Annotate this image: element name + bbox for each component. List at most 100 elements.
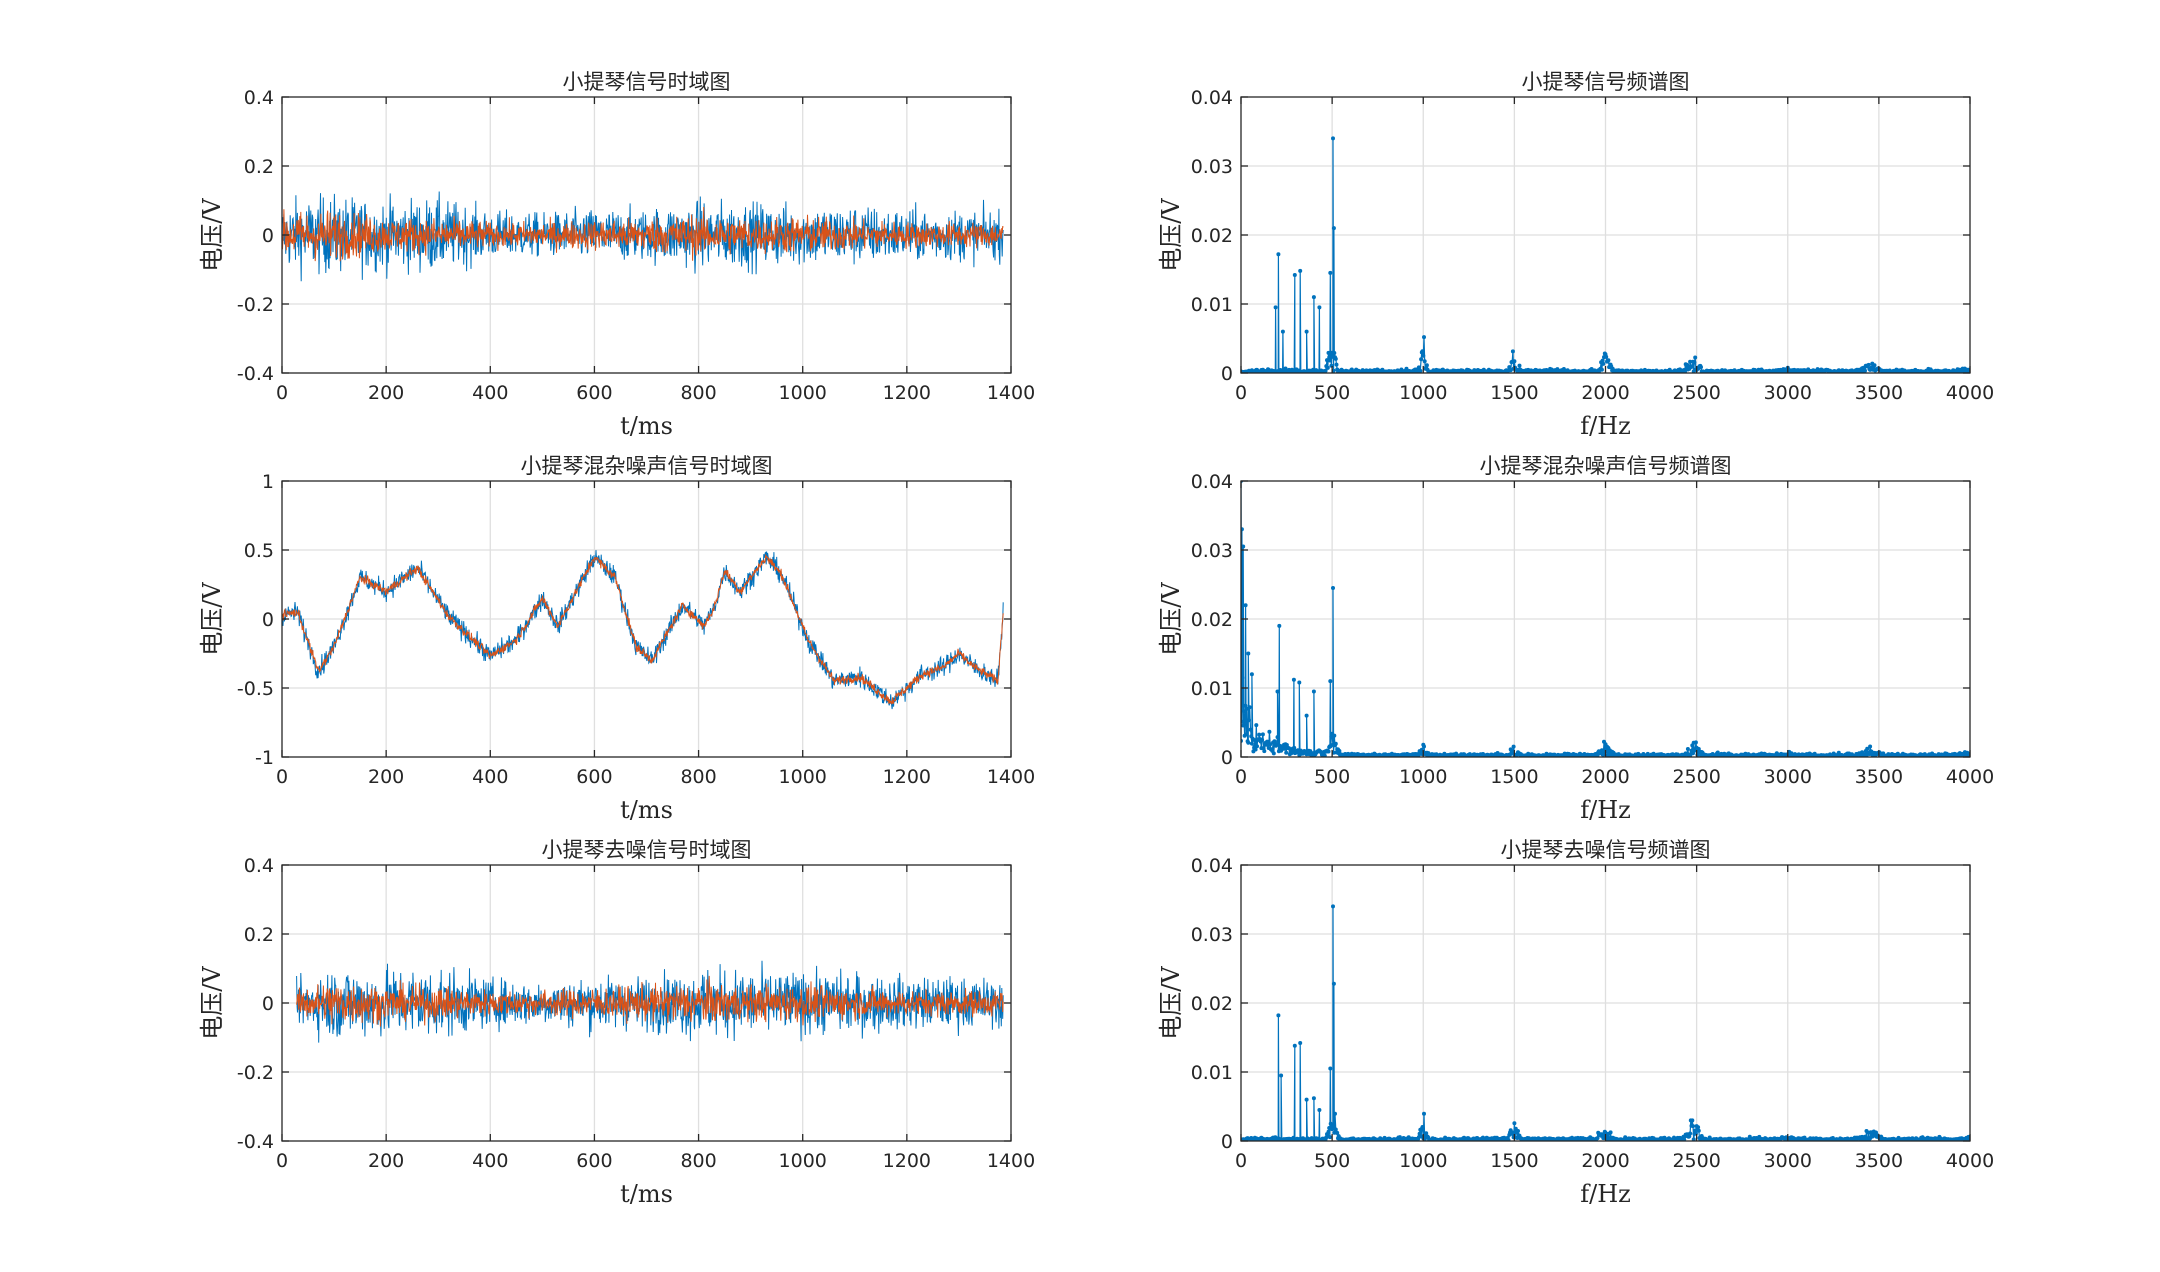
spectrum-point xyxy=(1595,1136,1600,1141)
spectrum-point xyxy=(1335,1130,1340,1135)
spectrum-point xyxy=(1323,368,1328,373)
x-tick-label: 1200 xyxy=(883,766,931,788)
y-tick-label: 0.2 xyxy=(244,924,274,946)
spectrum-point xyxy=(1317,1108,1322,1112)
x-tick-label: 800 xyxy=(680,1150,716,1172)
y-tick-label: 0.4 xyxy=(244,87,274,109)
chart-title: 小提琴信号频谱图 xyxy=(1522,70,1690,94)
spectrum-point xyxy=(1291,677,1296,682)
spectrum-point xyxy=(1246,740,1251,745)
spectrum-point xyxy=(1333,356,1338,361)
y-axis-label: 电压/V xyxy=(1157,966,1185,1040)
y-tick-label: 0.2 xyxy=(244,156,274,178)
y-tick-label: 0.01 xyxy=(1191,1062,1233,1084)
x-tick-label: 1000 xyxy=(1399,1150,1447,1172)
spectrum-point xyxy=(1860,750,1865,755)
series-line-1 xyxy=(282,191,1004,282)
spectrum-point xyxy=(1599,367,1604,372)
spectrum-point xyxy=(1334,362,1339,367)
spectrum-point xyxy=(1328,270,1333,275)
spectrum-point xyxy=(1331,226,1336,231)
x-axis-label: t/ms xyxy=(620,796,673,824)
spectrum-point xyxy=(1271,751,1276,756)
spectrum-point xyxy=(1608,1130,1613,1135)
chart-title: 小提琴混杂噪声信号频谱图 xyxy=(1480,454,1732,478)
y-axis-label: 电压/V xyxy=(1157,198,1185,272)
spectrum-point xyxy=(1691,1137,1696,1141)
x-tick-label: 0 xyxy=(276,1150,288,1172)
spectrum-point xyxy=(1255,744,1259,749)
chart-p1: 0 200 400 600 800 1000 1200 1400 -0.4 -0.2 0 0.2 0.4… xyxy=(198,70,1035,440)
y-tick-label: 0.02 xyxy=(1191,225,1233,247)
x-tick-label: 200 xyxy=(368,382,404,404)
spectrum-point xyxy=(1416,365,1421,370)
x-tick-label: 400 xyxy=(472,766,508,788)
spectrum-point xyxy=(1872,363,1877,368)
spectrum-point xyxy=(1311,295,1316,300)
x-tick-label: 400 xyxy=(472,1150,508,1172)
chart-title: 小提琴混杂噪声信号时域图 xyxy=(521,454,773,478)
y-tick-label: -1 xyxy=(255,747,274,769)
spectrum-point xyxy=(1273,305,1278,310)
series-line-1 xyxy=(282,550,1004,710)
y-tick-label: 0 xyxy=(262,993,274,1015)
spectrum-point xyxy=(1326,749,1331,754)
spectrum-point xyxy=(1333,1111,1337,1116)
x-tick-label: 2000 xyxy=(1581,382,1629,404)
spectrum-point xyxy=(1279,1073,1284,1078)
spectrum-point xyxy=(1268,742,1273,747)
x-tick-label: 4000 xyxy=(1946,1150,1994,1172)
y-tick-label: 0.5 xyxy=(244,540,274,562)
spectrum-point xyxy=(1325,365,1330,370)
x-tick-label: 600 xyxy=(576,1150,612,1172)
series-line-2 xyxy=(296,975,1004,1027)
spectrum-point xyxy=(1257,732,1262,737)
y-tick-label: -0.4 xyxy=(237,1131,274,1153)
x-tick-label: 600 xyxy=(576,382,612,404)
y-tick-label: -0.2 xyxy=(237,1062,274,1084)
spectrum-point xyxy=(1276,252,1281,257)
spectrum-point xyxy=(1260,737,1265,742)
y-axis-label: 电压/V xyxy=(198,966,226,1040)
spectrum-point xyxy=(1254,723,1259,728)
y-axis-label: 电压/V xyxy=(198,198,226,272)
spectrum-point xyxy=(1246,651,1251,656)
spectrum-point xyxy=(1249,741,1254,746)
x-tick-label: 400 xyxy=(472,382,508,404)
spectrum-point xyxy=(1696,1128,1701,1133)
spectrum-point xyxy=(1419,357,1424,362)
spectrum-point xyxy=(1517,363,1522,368)
spectrum-point xyxy=(1317,305,1322,310)
spectrum-point xyxy=(1688,359,1693,364)
spectrum-point xyxy=(1424,1131,1429,1136)
plot-area xyxy=(282,191,1004,282)
y-tick-label: -0.4 xyxy=(237,363,274,385)
y-tick-label: 0.01 xyxy=(1191,294,1233,316)
plot-area xyxy=(282,550,1004,710)
spectrum-point xyxy=(1331,904,1335,909)
y-tick-label: 0.04 xyxy=(1191,87,1233,109)
spectrum-point xyxy=(1331,586,1335,590)
spectrum-point xyxy=(1418,368,1423,373)
x-tick-label: 500 xyxy=(1314,382,1350,404)
x-tick-label: 1500 xyxy=(1490,1150,1538,1172)
spectrum-point xyxy=(1422,359,1427,364)
spectrum-point xyxy=(1241,719,1244,724)
x-tick-label: 1500 xyxy=(1490,766,1538,788)
x-tick-label: 1400 xyxy=(987,766,1035,788)
x-tick-label: 200 xyxy=(368,1150,404,1172)
x-tick-label: 2500 xyxy=(1672,766,1720,788)
x-tick-label: 0 xyxy=(1235,766,1247,788)
spectrum-point xyxy=(1322,753,1327,757)
spectrum-point xyxy=(1304,1097,1309,1102)
y-tick-label: 0 xyxy=(1221,363,1233,385)
spectrum-point xyxy=(1690,364,1695,369)
y-tick-label: 0 xyxy=(262,225,274,247)
y-tick-label: -0.5 xyxy=(237,678,274,700)
x-tick-label: 2000 xyxy=(1581,766,1629,788)
spectrum-point xyxy=(1241,709,1246,714)
spectrum-point xyxy=(1327,1135,1332,1140)
x-tick-label: 1400 xyxy=(987,1150,1035,1172)
spectrum-markers xyxy=(1241,481,1970,757)
